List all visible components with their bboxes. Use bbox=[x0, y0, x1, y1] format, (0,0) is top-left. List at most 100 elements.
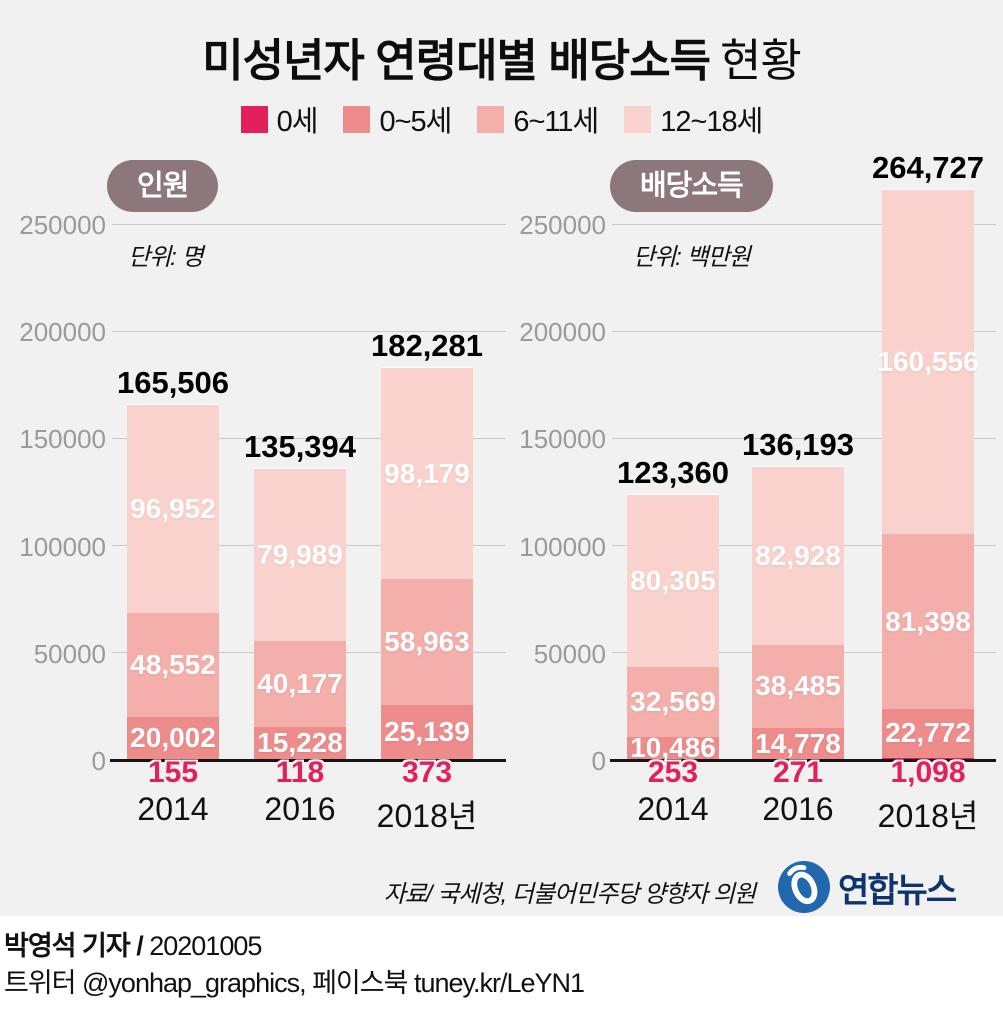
bar-segment-0~5세 bbox=[882, 708, 974, 758]
legend-item-0세: 0세 bbox=[240, 98, 319, 140]
age0-value-label: 155 bbox=[147, 756, 199, 789]
legend-label: 6~11세 bbox=[513, 106, 599, 138]
bar-segment-0~5세 bbox=[254, 727, 346, 760]
segment-value-label: 48,552 bbox=[130, 648, 216, 680]
bar-segment-6~11세 bbox=[381, 578, 473, 706]
y-tick-label: 150000 bbox=[19, 424, 106, 455]
bar-segment-12~18세 bbox=[127, 404, 219, 613]
category-label: 2016 bbox=[264, 791, 336, 827]
publish-date: 20201005 bbox=[149, 931, 262, 961]
category-label: 2018년 bbox=[376, 798, 478, 834]
legend-item-6~11세: 6~11세 bbox=[477, 98, 599, 140]
y-tick-label: 0 bbox=[591, 746, 606, 776]
segment-value-label: 15,228 bbox=[257, 727, 343, 759]
legend-label: 12~18세 bbox=[660, 106, 763, 138]
legend: 0세 0~5세 6~11세 12~18세 bbox=[0, 98, 1003, 140]
y-tick-label: 200000 bbox=[19, 317, 106, 348]
reporter-name: 박영석 기자 / bbox=[4, 931, 144, 961]
bar-segment-6~11세 bbox=[752, 645, 844, 728]
total-value-label: 182,281 bbox=[370, 328, 484, 364]
title-main: 미성년자 연령대별 배당소득 bbox=[202, 35, 711, 86]
age0-value-label: 253 bbox=[647, 756, 699, 789]
bar-segment-6~11세 bbox=[127, 612, 219, 717]
y-tick-label: 100000 bbox=[519, 531, 606, 562]
gridline bbox=[112, 330, 506, 332]
chart-badge-people: 인원 bbox=[107, 160, 219, 212]
segment-value-label: 14,778 bbox=[755, 727, 841, 759]
bar-segment-12~18세 bbox=[627, 494, 719, 668]
total-value-label: 165,506 bbox=[116, 364, 230, 400]
segment-value-label: 20,002 bbox=[130, 722, 216, 754]
segment-value-label: 40,177 bbox=[257, 668, 343, 700]
category-label: 2014 bbox=[637, 791, 709, 827]
gridline bbox=[612, 223, 996, 225]
segment-value-label: 25,139 bbox=[384, 716, 470, 748]
gridline bbox=[112, 223, 506, 225]
age0-value-label: 373 bbox=[401, 756, 453, 789]
age0-value-label: 118 bbox=[275, 756, 325, 789]
y-tick-label: 50000 bbox=[533, 638, 606, 669]
yonhap-logo-icon bbox=[778, 861, 830, 913]
unit-label-people: 단위: 명 bbox=[128, 244, 204, 271]
segment-value-label: 98,179 bbox=[384, 457, 470, 489]
legend-swatch-icon bbox=[477, 105, 505, 133]
category-label: 2014 bbox=[137, 791, 209, 827]
segment-value-label: 81,398 bbox=[885, 605, 971, 637]
yonhap-logo: 연합뉴스 bbox=[778, 860, 998, 914]
credit-line: 박영석 기자 / 20201005 bbox=[4, 924, 262, 963]
y-tick-label: 250000 bbox=[519, 210, 606, 240]
total-value-label: 136,193 bbox=[741, 427, 855, 463]
bar-segment-6~11세 bbox=[882, 534, 974, 709]
unit-label-dividend: 단위: 백만원 bbox=[633, 244, 751, 271]
total-value-label: 264,727 bbox=[871, 150, 985, 186]
gridline bbox=[612, 437, 996, 439]
bar-segment-0~5세 bbox=[752, 727, 844, 760]
bar-segment-12~18세 bbox=[254, 469, 346, 641]
total-value-label: 135,394 bbox=[243, 429, 357, 465]
segment-value-label: 160,556 bbox=[877, 346, 979, 378]
total-value-label: 123,360 bbox=[616, 454, 730, 490]
bar-segment-12~18세 bbox=[882, 190, 974, 535]
source-note: 자료/ 국세청, 더불어민주당 양향자 의원 bbox=[383, 881, 756, 908]
page-title: 미성년자 연령대별 배당소득 현황 bbox=[0, 24, 1003, 89]
y-tick-label: 150000 bbox=[519, 424, 606, 455]
category-label: 2018년 bbox=[877, 798, 979, 834]
legend-swatch-icon bbox=[343, 105, 371, 133]
title-suffix: 현황 bbox=[720, 35, 802, 86]
segment-value-label: 22,772 bbox=[885, 717, 971, 749]
bar-segment-6~11세 bbox=[627, 667, 719, 737]
segment-value-label: 38,485 bbox=[755, 670, 841, 702]
zero-axis-line bbox=[610, 759, 996, 762]
y-tick-label: 250000 bbox=[19, 210, 106, 240]
y-tick-label: 0 bbox=[91, 746, 106, 776]
bar-segment-0세 bbox=[882, 757, 974, 760]
legend-label: 0세 bbox=[276, 106, 319, 138]
age0-value-label: 271 bbox=[772, 756, 824, 789]
segment-value-label: 96,952 bbox=[130, 492, 216, 524]
y-tick-label: 50000 bbox=[33, 638, 106, 669]
zero-axis-line bbox=[110, 759, 506, 762]
bar-segment-6~11세 bbox=[254, 640, 346, 728]
segment-value-label: 79,989 bbox=[257, 539, 343, 571]
segment-value-label: 82,928 bbox=[755, 540, 841, 572]
legend-item-0~5세: 0~5세 bbox=[343, 98, 452, 140]
legend-swatch-icon bbox=[624, 105, 652, 133]
legend-item-12~18세: 12~18세 bbox=[624, 98, 763, 140]
y-tick-label: 200000 bbox=[519, 317, 606, 348]
segment-value-label: 10,486 bbox=[630, 732, 716, 764]
bar-segment-12~18세 bbox=[381, 368, 473, 579]
segment-value-label: 80,305 bbox=[630, 565, 716, 597]
bar-segment-12~18세 bbox=[752, 467, 844, 646]
chart-badge-dividend: 배당소득 bbox=[610, 160, 773, 212]
age0-value-label: 1,098 bbox=[890, 756, 966, 789]
legend-swatch-icon bbox=[240, 105, 268, 133]
legend-label: 0~5세 bbox=[379, 106, 452, 138]
bar-segment-0~5세 bbox=[381, 705, 473, 760]
segment-value-label: 58,963 bbox=[384, 626, 470, 658]
contact-line: 트위터 @yonhap_graphics, 페이스북 tuney.kr/LeYN… bbox=[4, 968, 585, 998]
segment-value-label: 32,569 bbox=[630, 686, 716, 718]
bar-segment-0~5세 bbox=[627, 736, 719, 760]
yonhap-logo-text: 연합뉴스 bbox=[838, 871, 957, 910]
gridline bbox=[612, 330, 996, 332]
